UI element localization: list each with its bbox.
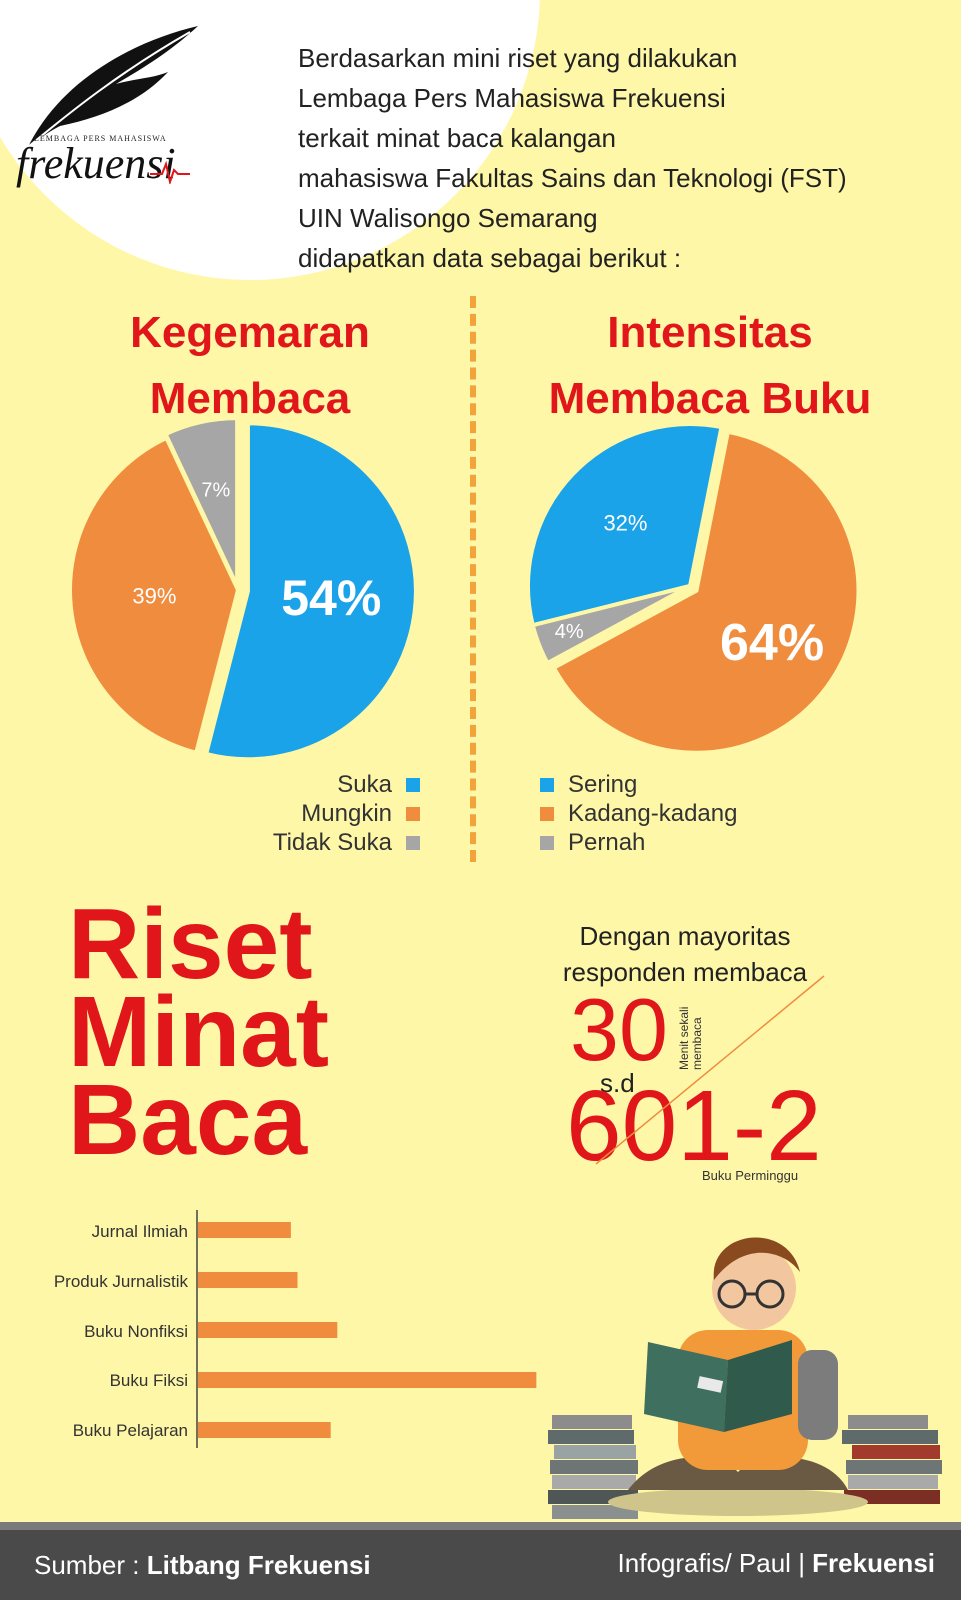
stats-heading-line: responden membaca xyxy=(562,957,808,987)
student-reading-illustration xyxy=(548,1237,942,1519)
logo-subtitle: Lembaga Pers Mahasiswa xyxy=(34,134,167,143)
pie-slice-label: 4% xyxy=(555,621,584,643)
riset-title-line: Minat xyxy=(68,976,330,1088)
pie-slice-label: 64% xyxy=(720,614,824,672)
pie-slice xyxy=(530,584,691,666)
pie-slice xyxy=(526,422,724,628)
riset-title-line: Riset xyxy=(68,888,313,1000)
stats-heading: Dengan mayoritas responden membaca xyxy=(540,918,830,990)
intro-line: Lembaga Pers Mahasiswa Frekuensi xyxy=(298,83,726,113)
bar-label: Buku Pelajaran xyxy=(72,1421,188,1440)
legend-swatch xyxy=(406,835,420,850)
pie-left-title: Kegemaran Membaca xyxy=(80,300,420,432)
minutes-high-value: 60 xyxy=(566,1070,678,1182)
footer-source: Sumber : Litbang Frekuensi xyxy=(34,1550,371,1581)
book-stack-right xyxy=(842,1415,942,1504)
pie-slice-label: 32% xyxy=(603,510,647,535)
pie-left-title-line: Kegemaran xyxy=(130,308,370,357)
bar xyxy=(198,1272,298,1288)
pie-right-title-line: Intensitas xyxy=(607,308,813,357)
legend-kegemaran: Suka Mungkin Tidak Suka xyxy=(240,770,420,857)
legend-item: Mungkin xyxy=(240,799,420,828)
minutes-high: 601-2 xyxy=(566,1076,822,1176)
legend-swatch xyxy=(540,806,554,821)
legend-item: Suka xyxy=(240,770,420,799)
source-label: Sumber : xyxy=(34,1550,140,1580)
pie-slice xyxy=(203,421,418,762)
legend-label: Suka xyxy=(337,770,392,798)
footer-bar xyxy=(0,1530,961,1600)
book-stack-left xyxy=(548,1415,638,1519)
books-note: Buku Perminggu xyxy=(702,1168,799,1183)
legend-swatch xyxy=(406,777,420,792)
bar-label: Buku Nonfiksi xyxy=(84,1322,188,1341)
source-name: Litbang Frekuensi xyxy=(146,1550,371,1580)
bar xyxy=(198,1422,331,1438)
bar xyxy=(198,1372,537,1388)
pie-slice xyxy=(162,416,240,587)
bar-chart-reading-types xyxy=(196,1210,537,1448)
bar-label: Jurnal Ilmiah xyxy=(91,1222,188,1241)
footer-accent xyxy=(0,1522,961,1532)
intro-line: UIN Walisongo Semarang xyxy=(298,203,598,233)
pulse-icon xyxy=(150,160,190,184)
intro-line: terkait minat baca kalangan xyxy=(298,123,616,153)
legend-label: Sering xyxy=(568,770,638,798)
legend-item: Tidak Suka xyxy=(240,828,420,857)
legend-swatch xyxy=(540,835,554,850)
riset-title-line: Baca xyxy=(68,1064,308,1176)
stats-heading-line: Dengan mayoritas xyxy=(579,921,791,951)
pie-chart-kegemaran: 54% 39% 7% xyxy=(68,416,418,762)
intro-line: mahasiswa Fakultas Sains dan Teknologi (… xyxy=(298,163,847,193)
pie-slice-label: 39% xyxy=(132,584,176,609)
bar xyxy=(198,1222,291,1238)
legend-swatch xyxy=(540,777,554,792)
minutes-low: 30 xyxy=(570,980,668,1079)
legend-label: Kadang-kadang xyxy=(568,799,738,827)
pie-right-title-line: Membaca Buku xyxy=(548,374,872,423)
legend-item: Pernah xyxy=(540,828,800,857)
footer-credit: Infografis/ Paul | Frekuensi xyxy=(617,1548,935,1578)
pie-chart-intensitas: 32% 64% 4% xyxy=(526,422,861,755)
legend-swatch xyxy=(406,806,420,821)
logo-wordmark: frekuensi xyxy=(16,139,176,188)
pie-slice xyxy=(551,429,861,755)
riset-title: Riset Minat Baca xyxy=(68,888,330,1176)
bar xyxy=(198,1322,338,1338)
credit-brand: Frekuensi xyxy=(812,1548,935,1578)
pie-slice-label: 54% xyxy=(281,570,381,626)
intro-paragraph: Berdasarkan mini riset yang dilakukan Le… xyxy=(298,38,938,278)
intro-line: didapatkan data sebagai berikut : xyxy=(298,243,682,273)
range-sd: s.d xyxy=(600,1068,635,1098)
pie-right-title: Intensitas Membaca Buku xyxy=(500,300,920,432)
section-divider xyxy=(470,296,476,862)
pie-slice xyxy=(68,435,241,756)
diagonal-divider xyxy=(595,975,825,1165)
legend-item: Kadang-kadang xyxy=(540,799,800,828)
legend-label: Tidak Suka xyxy=(272,828,392,856)
legend-intensitas: Sering Kadang-kadang Pernah xyxy=(540,770,800,857)
feather-icon xyxy=(27,26,198,148)
books-value: 1-2 xyxy=(677,1070,822,1182)
credit-text: Infografis/ Paul xyxy=(617,1548,791,1578)
pie-left-title-line: Membaca xyxy=(149,374,351,423)
legend-label: Pernah xyxy=(568,828,646,856)
legend-item: Sering xyxy=(540,770,800,799)
bar-label: Produk Jurnalistik xyxy=(53,1272,188,1291)
pie-slice-label: 7% xyxy=(201,479,230,501)
legend-label: Mungkin xyxy=(301,799,392,827)
bar-label: Buku Fiksi xyxy=(109,1371,188,1390)
intro-line: Berdasarkan mini riset yang dilakukan xyxy=(298,43,738,73)
